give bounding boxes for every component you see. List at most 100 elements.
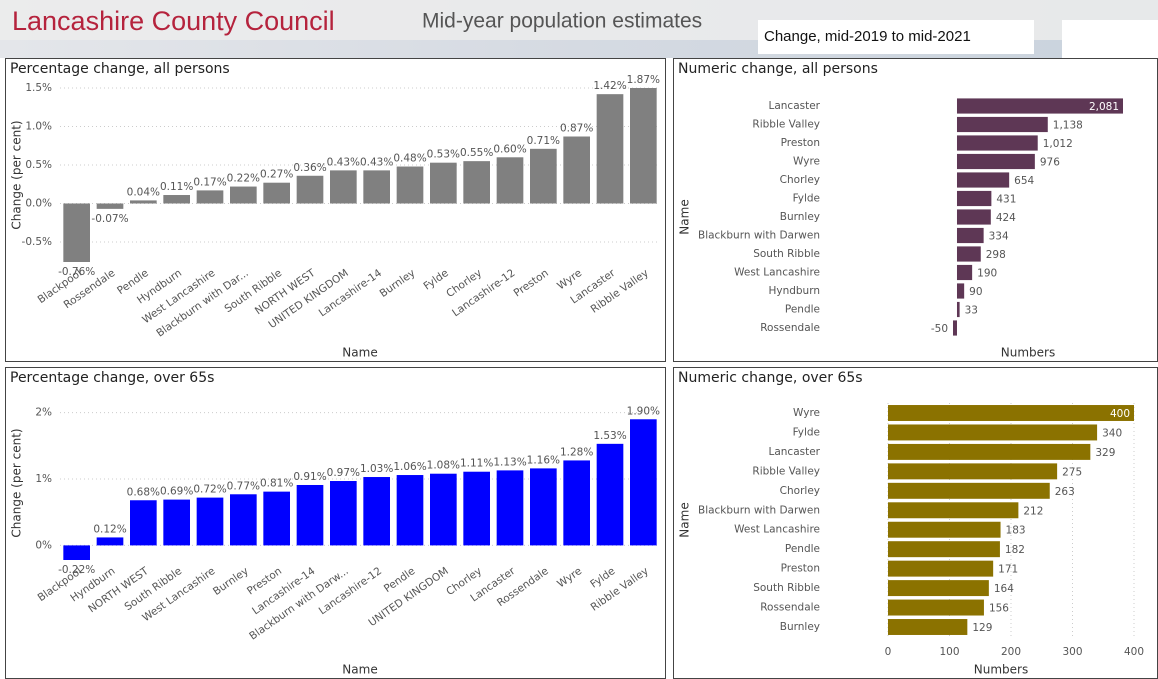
bar (956, 153, 1035, 170)
data-label: 654 (1014, 175, 1034, 187)
data-label: 1.16% (527, 454, 560, 466)
data-label: 1.13% (493, 456, 526, 468)
y-tick-label: Lancaster (768, 100, 820, 112)
data-label: 1.03% (360, 463, 393, 475)
y-tick-label: 0% (35, 539, 52, 551)
bar (888, 482, 1050, 499)
bar (953, 320, 957, 336)
data-label: 129 (972, 622, 992, 634)
filter-blank (1062, 20, 1158, 58)
data-label: 0.69% (160, 486, 193, 498)
bar (430, 473, 457, 546)
bar (96, 203, 124, 209)
bar (596, 443, 624, 546)
bar (956, 190, 992, 207)
data-label: 0.48% (393, 153, 426, 165)
y-tick-label: Blackburn with Darwen (698, 504, 820, 516)
y-tick-label: Pendle (785, 304, 820, 316)
data-label: 400 (1110, 408, 1130, 420)
panel-title: Numeric change, all persons (678, 61, 878, 77)
x-tick-label: 0 (885, 646, 892, 658)
filter-box[interactable] (758, 20, 1034, 54)
bar (96, 537, 124, 546)
data-label: 0.68% (127, 486, 160, 498)
y-tick-label: 2% (35, 407, 52, 419)
data-label: 0.43% (360, 156, 393, 168)
data-label: 0.97% (327, 467, 360, 479)
y-tick-label: Preston (781, 137, 820, 149)
bar (363, 170, 390, 204)
data-label: 0.53% (427, 149, 460, 161)
y-tick-label: Ribble Valley (752, 465, 820, 477)
data-label: 1.42% (593, 80, 626, 92)
data-label: 976 (1040, 157, 1060, 169)
bar (430, 162, 457, 204)
filter-text[interactable]: Change, mid-2019 to mid-2021 (764, 28, 971, 45)
bar (530, 468, 557, 546)
y-axis-label: Name (678, 502, 692, 537)
y-tick-label: Burnley (780, 211, 820, 223)
bar (888, 560, 994, 577)
data-label: 1.53% (593, 430, 626, 442)
y-tick-label: Rossendale (760, 322, 820, 334)
bar (296, 484, 324, 546)
bar (956, 135, 1038, 151)
bar (463, 161, 490, 204)
data-label: 0.81% (260, 478, 293, 490)
bar (888, 541, 1000, 558)
data-label: 1.28% (560, 446, 593, 458)
bar (463, 471, 490, 546)
y-axis-label: Change (per cent) (10, 428, 24, 537)
data-label: 156 (989, 603, 1009, 615)
y-tick-label: Fylde (793, 426, 820, 438)
data-label: -50 (931, 323, 948, 335)
y-tick-label: Lancaster (768, 446, 820, 458)
data-label: 1.87% (627, 74, 660, 86)
bar (263, 182, 290, 204)
data-label: -0.22% (58, 564, 95, 576)
panel-title: Percentage change, all persons (10, 61, 230, 77)
y-tick-label: West Lancashire (734, 267, 820, 279)
bar (956, 301, 960, 318)
bar (396, 166, 424, 204)
bar (563, 136, 590, 204)
data-label: 0.72% (193, 484, 226, 496)
y-tick-label: 1% (35, 473, 52, 485)
data-label: -0.76% (58, 266, 95, 278)
bar (130, 500, 157, 546)
data-label: 0.91% (293, 471, 326, 483)
y-tick-label: Wyre (793, 156, 820, 168)
y-tick-label: Wyre (793, 407, 820, 419)
x-axis-label: Name (342, 663, 377, 677)
bar (230, 186, 257, 204)
bar (888, 521, 1001, 538)
bar (163, 499, 190, 546)
bar (63, 203, 90, 262)
y-tick-label: Preston (781, 563, 820, 575)
data-label: 190 (977, 268, 997, 280)
page-title: Mid-year population estimates (422, 10, 702, 33)
bar (396, 475, 424, 546)
bar (163, 195, 190, 204)
data-label: 0.22% (227, 173, 260, 185)
data-label: 0.60% (493, 143, 526, 155)
organisation: Lancashire County Council (12, 6, 335, 36)
y-tick-label: Ribble Valley (752, 119, 820, 131)
bar (956, 246, 981, 262)
data-label: -0.07% (91, 213, 128, 225)
data-label: 0.36% (293, 162, 326, 174)
bar (956, 116, 1048, 133)
y-tick-label: Fylde (793, 193, 820, 205)
bar (888, 502, 1019, 519)
data-label: 171 (998, 564, 1018, 576)
bar (630, 419, 657, 546)
y-tick-label: -0.5% (22, 236, 52, 248)
bar (956, 227, 984, 244)
data-label: 1.90% (627, 405, 660, 417)
x-tick-label: 400 (1124, 646, 1144, 658)
bar (196, 190, 224, 204)
data-label: 33 (965, 305, 978, 317)
y-tick-label: 1.0% (25, 120, 52, 132)
bar (363, 477, 390, 546)
